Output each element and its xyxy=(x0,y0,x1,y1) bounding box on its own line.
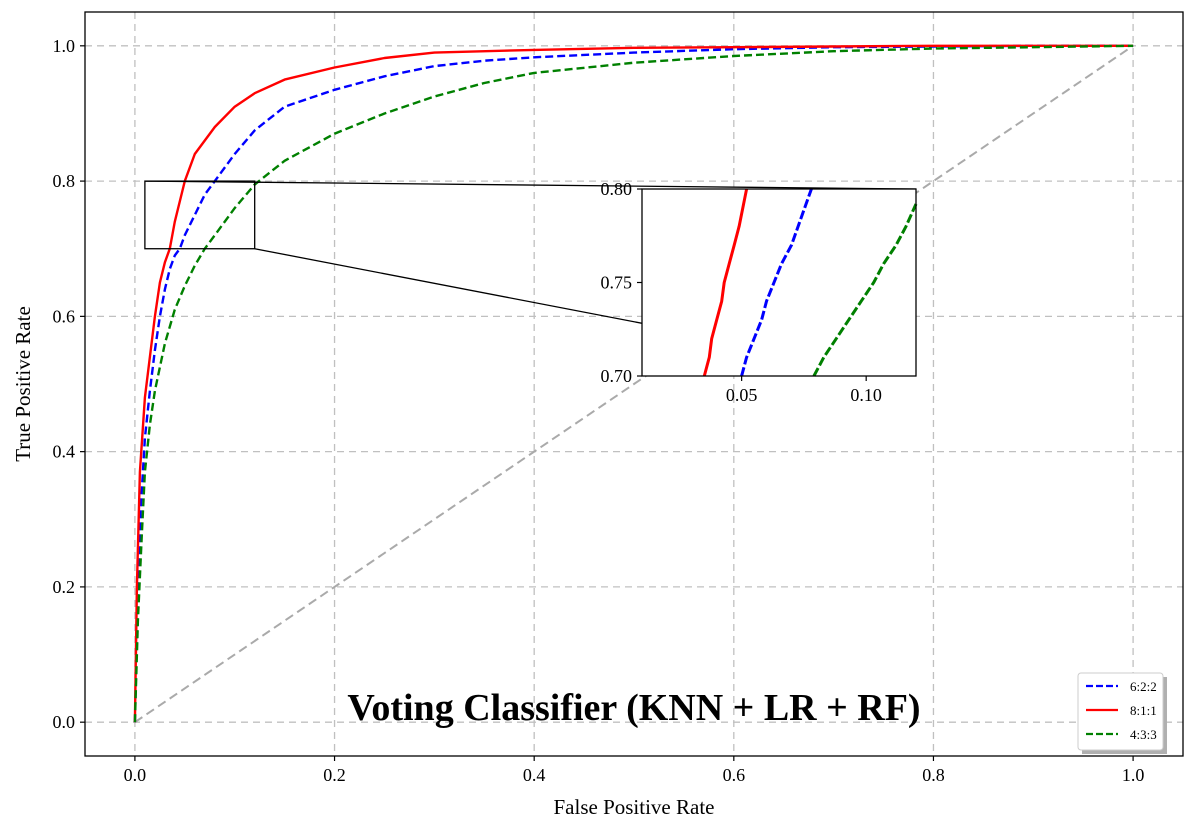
legend: 6:2:2 8:1:1 4:3:3 xyxy=(1077,672,1167,754)
legend-label-8-1-1: 8:1:1 xyxy=(1130,703,1157,718)
chart-title: Voting Classifier (KNN + LR + RF) xyxy=(347,687,920,729)
y-tick-label: 0.8 xyxy=(53,171,76,191)
zoom-box xyxy=(144,180,256,250)
inset-y-tick-label: 0.75 xyxy=(601,273,633,293)
inset-background xyxy=(642,189,916,376)
inset-series-line-6-2-2 xyxy=(740,188,813,377)
inset-plot: 0.05 0.10 0.70 0.75 0.80 xyxy=(601,179,918,405)
x-tick-label: 0.4 xyxy=(523,765,546,785)
series-line-4-3-3 xyxy=(133,44,1134,723)
y-tick-label: 0.4 xyxy=(53,442,76,462)
x-tick-label: 0.0 xyxy=(124,765,147,785)
legend-label-4-3-3: 4:3:3 xyxy=(1130,727,1157,742)
inset-series-line-4-3-3 xyxy=(812,203,918,377)
legend-box xyxy=(1077,672,1164,751)
x-axis-label: False Positive Rate xyxy=(554,795,715,819)
x-tick-label: 0.2 xyxy=(323,765,346,785)
inset-y-tick-label: 0.70 xyxy=(601,366,633,386)
inset-series xyxy=(702,188,918,377)
y-tick-label: 0.6 xyxy=(53,306,76,326)
inset-series-line-8-1-1 xyxy=(702,188,749,377)
zoom-connector-top xyxy=(144,180,917,190)
y-tick-label: 0.2 xyxy=(53,577,76,597)
main-grid xyxy=(85,12,1183,756)
inset-x-tick-label: 0.05 xyxy=(726,385,758,405)
y-tick-label: 1.0 xyxy=(53,36,76,56)
series-line-8-1-1 xyxy=(133,44,1134,723)
plot-frame xyxy=(84,11,1184,757)
main-ticks: 0.0 0.2 0.4 0.6 0.8 1.0 0.0 0.2 0.4 0.6 0.8 1.0 xyxy=(53,36,1145,785)
inset-y-tick-label: 0.80 xyxy=(601,179,633,199)
y-axis-label: True Positive Rate xyxy=(11,306,35,462)
y-tick-label: 0.0 xyxy=(53,712,76,732)
x-tick-label: 1.0 xyxy=(1122,765,1145,785)
inset-ticks: 0.05 0.10 0.70 0.75 0.80 xyxy=(601,179,882,405)
x-tick-label: 0.6 xyxy=(723,765,746,785)
x-tick-label: 0.8 xyxy=(922,765,945,785)
inset-x-tick-label: 0.10 xyxy=(850,385,882,405)
legend-entries: 6:2:2 8:1:1 4:3:3 xyxy=(1086,679,1157,742)
legend-label-6-2-2: 6:2:2 xyxy=(1130,679,1157,694)
chance-reference-line xyxy=(134,44,1134,724)
